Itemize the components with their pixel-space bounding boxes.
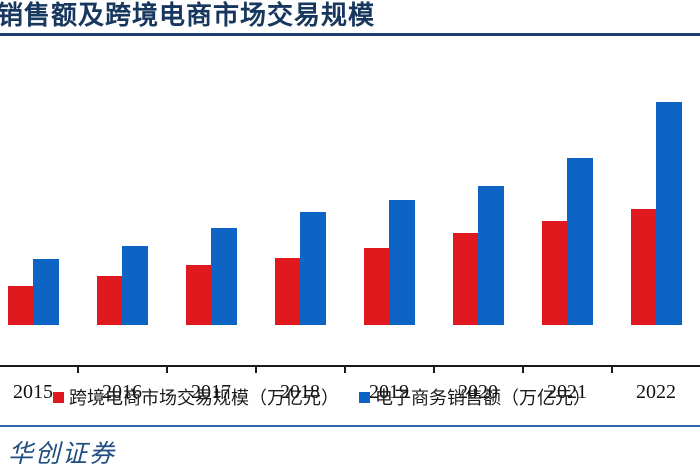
x-axis-tick — [343, 367, 346, 373]
legend-swatch-icon — [359, 391, 370, 403]
x-axis-line — [0, 365, 700, 367]
legend-label: 电子商务销售额（万亿元） — [375, 388, 591, 408]
bar-red-2015 — [8, 286, 33, 325]
title-underline — [0, 33, 700, 36]
x-axis-tick — [432, 367, 435, 373]
x-axis-label-2021: 2021 — [547, 381, 587, 403]
bar-blue-2020 — [478, 186, 504, 325]
bar-red-2018 — [275, 258, 300, 325]
bar-chart-plot-area: 2015 2016 2017 2018 2019 2020 2021 2022 — [0, 40, 700, 403]
legend-item-cross-border: 跨境电商市场交易规模（万亿元） — [53, 384, 339, 410]
x-axis-label-2017: 2017 — [191, 381, 231, 403]
bar-blue-2019 — [389, 200, 415, 325]
bar-blue-2017 — [211, 228, 237, 325]
chart-title: 销售额及跨境电商市场交易规模 — [0, 1, 376, 30]
bar-blue-2022 — [656, 102, 682, 325]
bar-red-2020 — [453, 233, 478, 325]
legend-item-ecommerce: 电子商务销售额（万亿元） — [359, 384, 591, 410]
footer-divider — [0, 425, 700, 427]
x-axis-tick — [521, 367, 524, 373]
bar-red-2022 — [631, 209, 656, 325]
bar-blue-2021 — [567, 158, 593, 325]
x-axis-tick — [76, 367, 79, 373]
x-axis-label-2015: 2015 — [13, 381, 53, 403]
bar-blue-2018 — [300, 212, 326, 325]
bar-red-2016 — [97, 276, 122, 325]
x-axis-tick — [610, 367, 613, 373]
bar-blue-2015 — [33, 259, 59, 325]
brand-logo-text: 华创证券 — [8, 439, 117, 468]
x-axis-label-2018: 2018 — [280, 381, 320, 403]
bar-red-2021 — [542, 221, 567, 325]
legend-label: 跨境电商市场交易规模（万亿元） — [69, 388, 339, 408]
bar-red-2019 — [364, 248, 389, 325]
bar-blue-2016 — [122, 246, 148, 325]
x-axis-label-2020: 2020 — [458, 381, 498, 403]
x-axis-label-2019: 2019 — [369, 381, 409, 403]
chart-legend: 跨境电商市场交易规模（万亿元） 电子商务销售额（万亿元） — [0, 384, 672, 410]
x-axis-tick — [165, 367, 168, 373]
x-axis-label-2022: 2022 — [636, 381, 676, 403]
legend-swatch-icon — [53, 391, 64, 403]
x-axis-label-2016: 2016 — [102, 381, 142, 403]
x-axis-tick — [254, 367, 257, 373]
bar-red-2017 — [186, 265, 211, 325]
